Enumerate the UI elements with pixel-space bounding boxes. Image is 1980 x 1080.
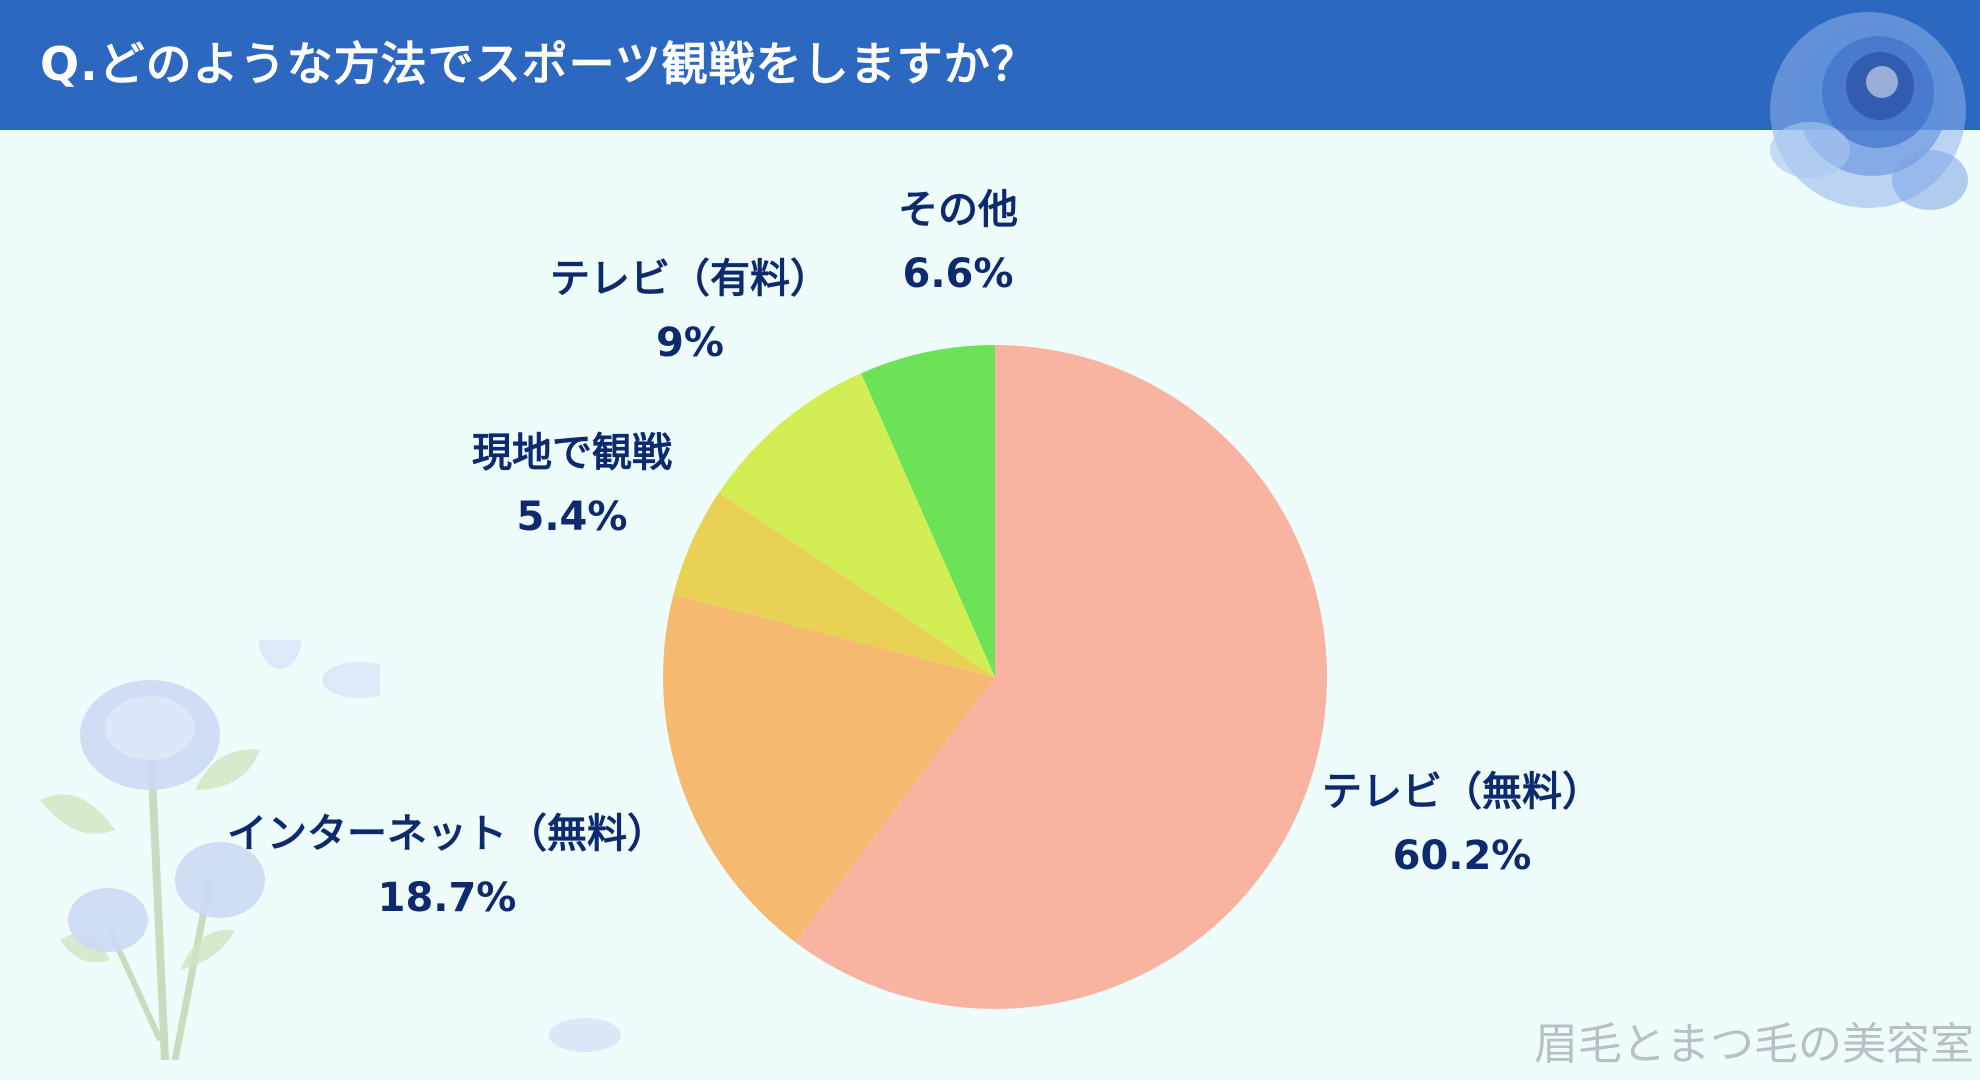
pie-slice-tv-paid [719,373,995,677]
pie-slice-internet-free [663,594,995,943]
slice-label-tv-paid: テレビ（有料） 9% [550,247,830,375]
slice-name: テレビ（無料） [1322,769,1602,815]
slice-name: 現地で観戦 [472,430,672,476]
slice-value: 60.2% [1392,833,1532,879]
header-bar: Q.どのような方法でスポーツ観戦をしますか？ [0,0,1980,130]
slice-value: 9% [656,320,724,366]
petal-icon [549,1018,621,1052]
blue-rose-icon [1770,12,1968,210]
slice-label-internet-free: インターネット（無料） 18.7% [227,802,667,930]
slice-name: その他 [898,187,1018,233]
slice-name: インターネット（無料） [227,811,667,857]
slice-name: テレビ（有料） [550,256,830,302]
page-title: Q.どのような方法でスポーツ観戦をしますか？ [40,37,1038,91]
pie-slice-other [861,345,995,677]
slice-label-tv-free: テレビ（無料） 60.2% [1322,760,1602,888]
slice-value: 5.4% [516,494,628,540]
pie-slice-onsite [673,492,995,677]
watermark: 眉毛とまつ毛の美容室 [1534,1019,1974,1070]
slice-label-other: その他 6.6% [898,178,1018,306]
pie-slice-tv-free [795,345,1327,1010]
slice-value: 6.6% [902,251,1014,297]
slice-value: 18.7% [377,875,517,921]
slice-label-onsite: 現地で観戦 5.4% [472,421,672,549]
blue-rose-bouquet-icon [40,640,380,1060]
